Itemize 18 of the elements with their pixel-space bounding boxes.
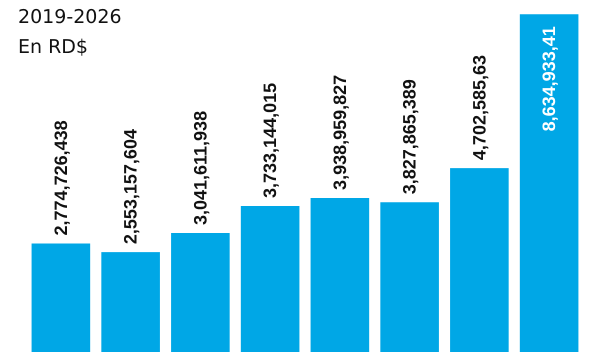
data-label: 2,553,157,604 bbox=[120, 129, 141, 244]
bar bbox=[380, 202, 439, 352]
bar bbox=[310, 198, 370, 352]
bar bbox=[32, 243, 90, 352]
bar bbox=[240, 206, 300, 352]
bar bbox=[520, 14, 578, 352]
data-label: 3,733,144,015 bbox=[260, 82, 280, 198]
data-label: 3,827,865,389 bbox=[400, 79, 420, 194]
data-label: 4,702,585,63 bbox=[469, 54, 490, 160]
chart-title: 2019-2026 bbox=[18, 5, 122, 30]
data-label: 2,774,726,438 bbox=[50, 120, 71, 236]
text: En RD$ bbox=[18, 35, 90, 60]
data-label: 3,041,611,938 bbox=[190, 110, 210, 226]
data-label: 8,634,933,41 bbox=[539, 26, 560, 132]
bar bbox=[101, 252, 160, 352]
bar bbox=[171, 233, 230, 352]
bar bbox=[450, 168, 509, 352]
data-label: 3,938,959,827 bbox=[330, 74, 350, 190]
